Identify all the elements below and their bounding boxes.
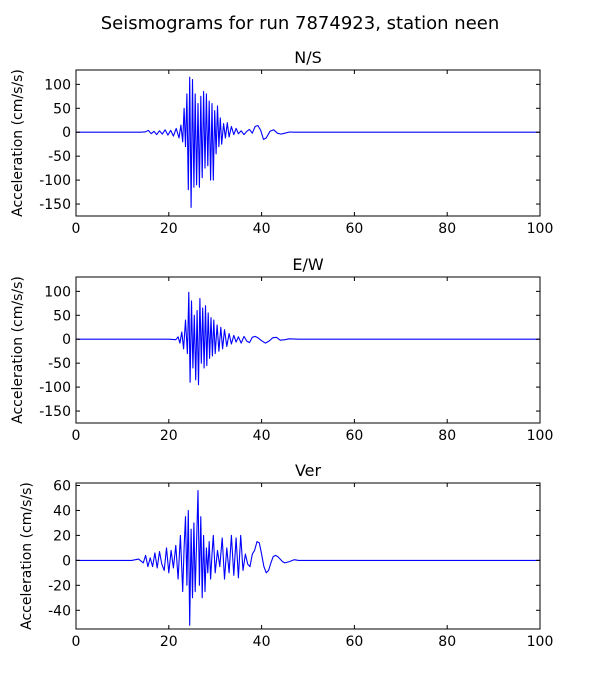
x-tick-label: 20: [160, 428, 178, 444]
x-tick-label: 0: [72, 221, 81, 237]
panel-title: Ver: [295, 461, 322, 480]
y-tick-label: 50: [53, 308, 71, 324]
y-tick-label: -150: [39, 404, 71, 420]
plot-frame: [75, 276, 541, 424]
y-tick-label: 100: [44, 284, 71, 300]
y-tick-label: 40: [53, 503, 71, 519]
x-tick-label: 40: [253, 634, 271, 650]
y-tick-label: 0: [62, 553, 71, 569]
panel-2: Ver 0 20 40 60 80 100 -40 -20 0 20 40 60 Acceleration…: [19, 461, 553, 650]
y-tick-label: 100: [44, 77, 71, 93]
y-tick-label: -40: [48, 603, 71, 619]
y-tick-label: 50: [53, 101, 71, 117]
x-tick-label: 40: [253, 428, 271, 444]
panel-title: E/W: [292, 255, 324, 274]
y-tick-label: 0: [62, 332, 71, 348]
x-tick-label: 80: [438, 428, 456, 444]
figure-title: Seismograms for run 7874923, station nee…: [101, 13, 500, 34]
panel-title: N/S: [294, 48, 322, 67]
y-axis-label: Acceleration (cm/s/s): [10, 69, 26, 217]
y-tick-label: 60: [53, 478, 71, 494]
y-axis-label: Acceleration (cm/s/s): [10, 276, 26, 424]
x-tick-label: 20: [160, 634, 178, 650]
x-tick-label: 0: [72, 634, 81, 650]
panels: N/S 0 20 40 60 80 100 -150 -100 -50 0 50 100 Accelera…: [10, 48, 553, 650]
y-tick-label: -100: [39, 173, 71, 189]
series-line-0: [76, 489, 540, 626]
y-axis-label: Acceleration (cm/s/s): [19, 482, 35, 630]
x-tick-label: 100: [527, 221, 554, 237]
y-tick-label: 20: [53, 528, 71, 544]
x-tick-label: 100: [527, 428, 554, 444]
x-tick-label: 60: [345, 221, 363, 237]
x-tick-label: 60: [345, 428, 363, 444]
x-tick-label: 60: [345, 634, 363, 650]
x-tick-label: 100: [527, 634, 554, 650]
plot-frame: [75, 69, 541, 217]
panel-0: N/S 0 20 40 60 80 100 -150 -100 -50 0 50 100 Accelera…: [10, 48, 553, 237]
y-tick-label: -50: [48, 356, 71, 372]
y-tick-label: -50: [48, 149, 71, 165]
x-tick-label: 40: [253, 221, 271, 237]
x-tick-label: 80: [438, 221, 456, 237]
series-line-0: [76, 291, 540, 386]
panel-1: E/W 0 20 40 60 80 100 -150 -100 -50 0 50 100 Accelera…: [10, 255, 553, 444]
plot-frame: [75, 482, 541, 630]
x-tick-label: 20: [160, 221, 178, 237]
x-tick-label: 80: [438, 634, 456, 650]
x-tick-label: 0: [72, 428, 81, 444]
y-tick-label: -150: [39, 197, 71, 213]
y-tick-label: -20: [48, 578, 71, 594]
y-tick-label: -100: [39, 380, 71, 396]
series-line-0: [76, 76, 540, 208]
y-tick-label: 0: [62, 125, 71, 141]
